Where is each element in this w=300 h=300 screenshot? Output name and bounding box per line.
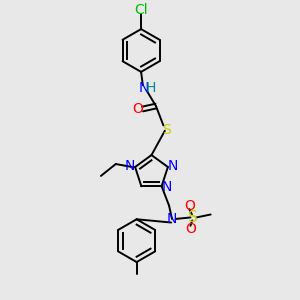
Text: N: N: [124, 159, 135, 173]
Text: N: N: [139, 81, 149, 95]
Text: O: O: [132, 102, 143, 116]
Text: N: N: [167, 212, 177, 226]
Text: Cl: Cl: [134, 3, 148, 17]
Text: O: O: [184, 199, 195, 213]
Text: N: N: [162, 180, 172, 194]
Text: O: O: [185, 222, 196, 236]
Text: S: S: [162, 123, 171, 137]
Text: H: H: [146, 81, 156, 95]
Text: N: N: [168, 159, 178, 173]
Text: S: S: [188, 210, 198, 225]
